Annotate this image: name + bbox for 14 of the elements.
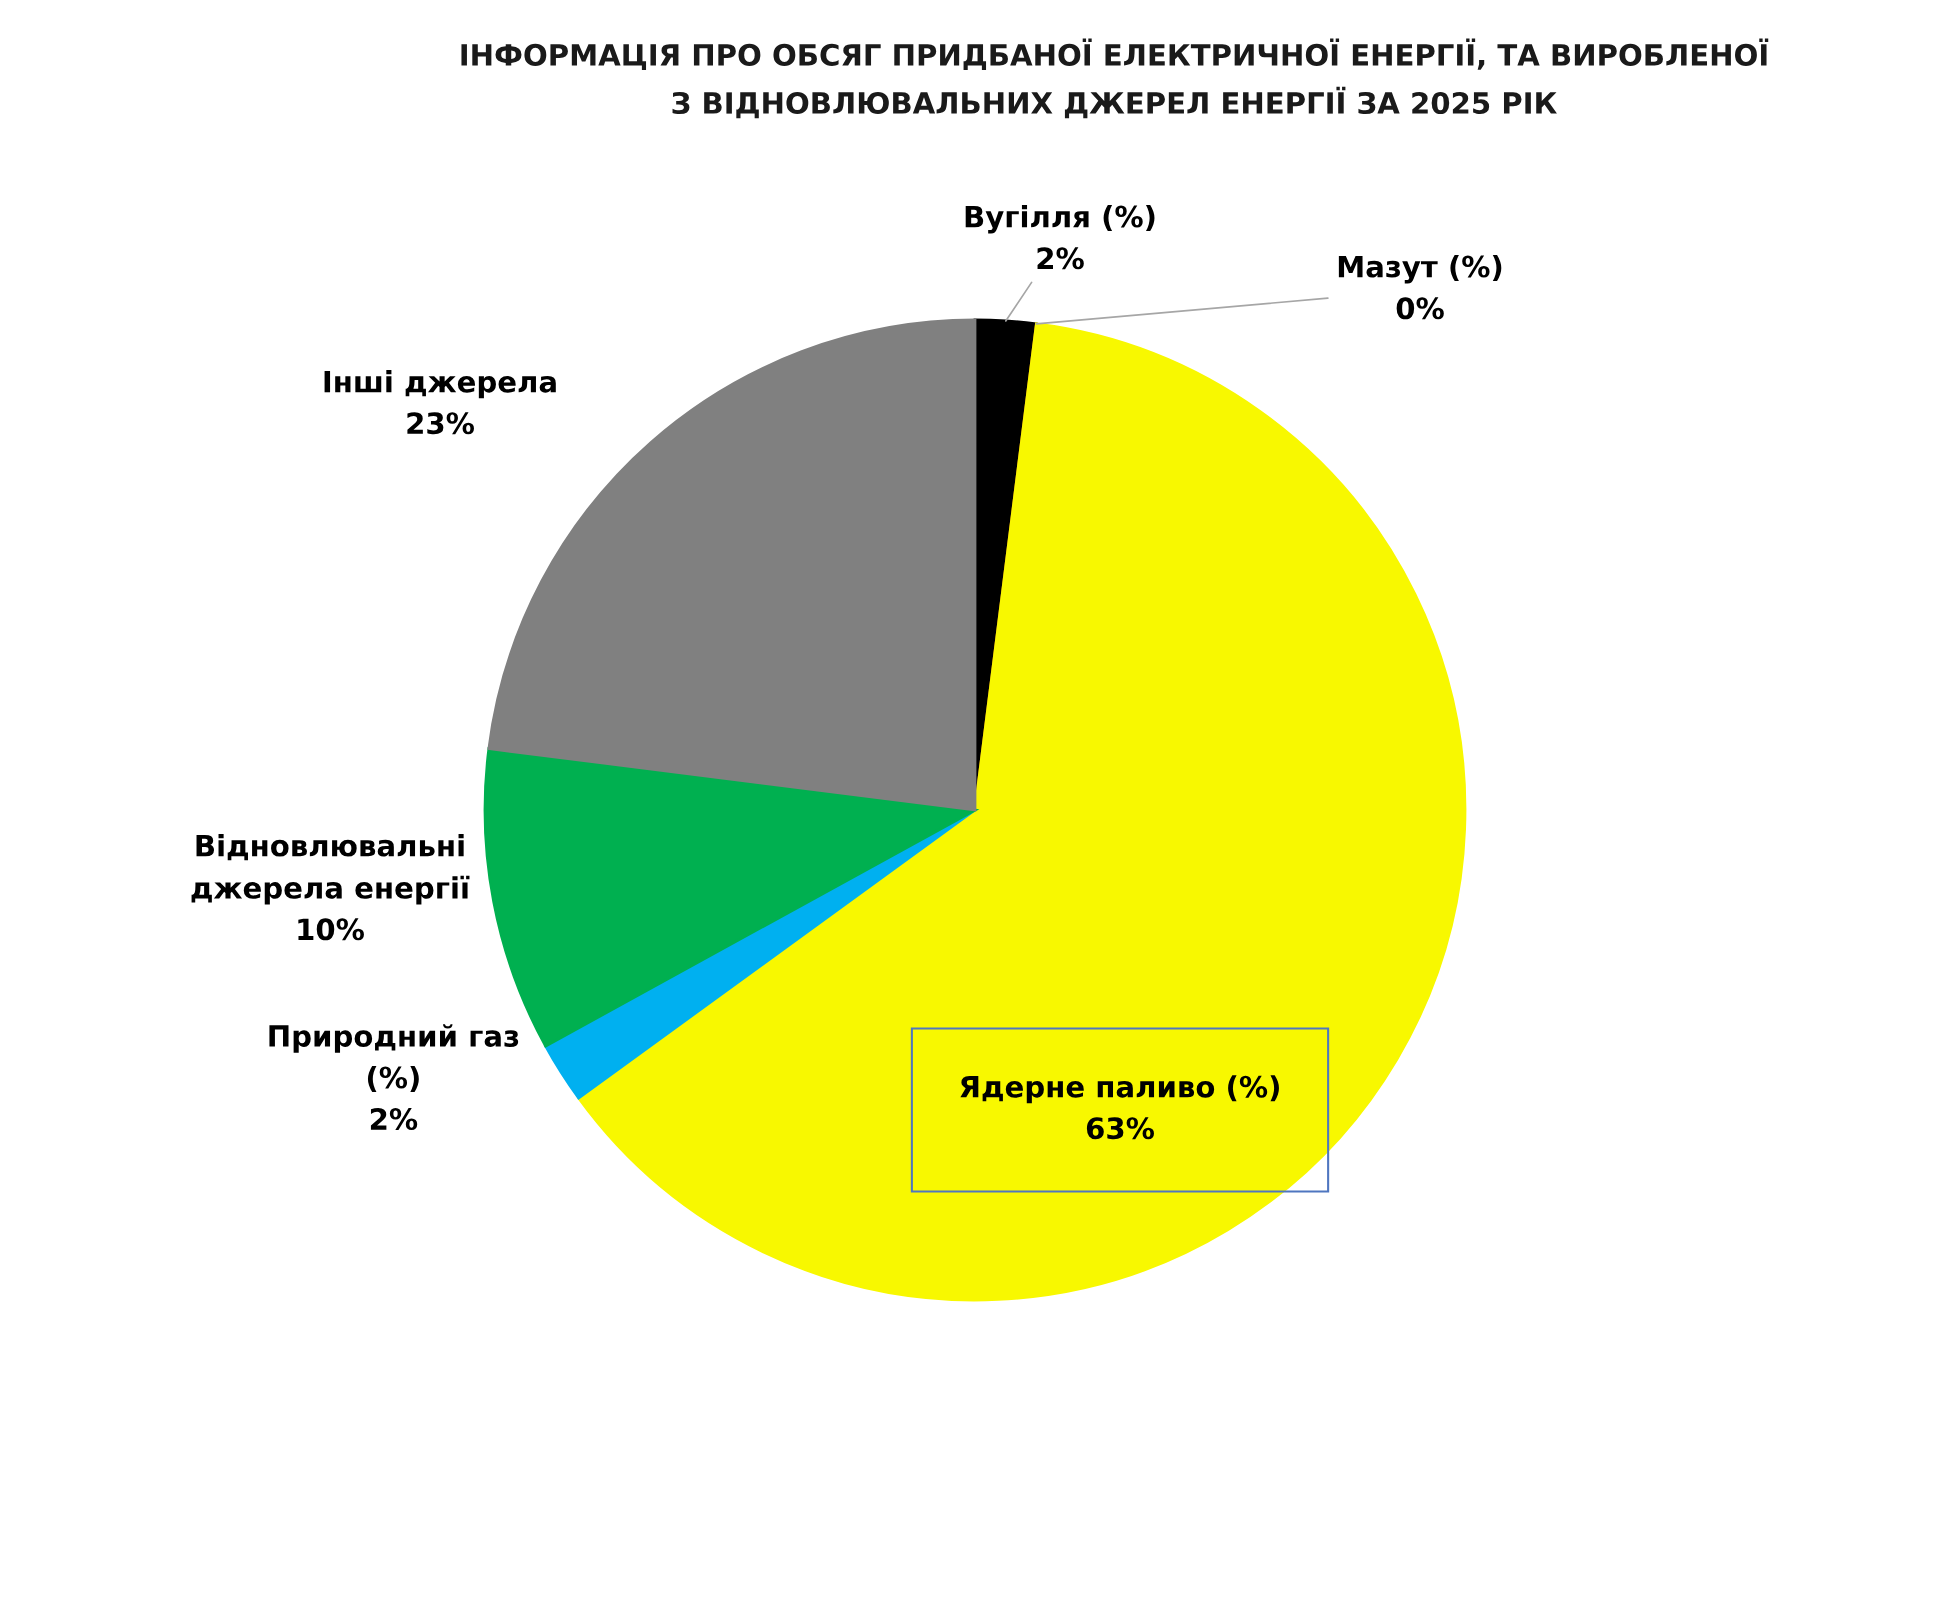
- data-label: 2%: [370, 1107, 418, 1131]
- slice-label: Вугілля (%): [965, 205, 1155, 234]
- slice-label: Відновлювальні джерела енергії: [191, 834, 470, 905]
- text: 0%: [1396, 297, 1444, 320]
- slice-label: Ядерне паливо (%): [960, 1075, 1279, 1104]
- slice-label: Інші джерела: [324, 370, 556, 399]
- data-label: 10%: [298, 918, 364, 941]
- chart-title: ІНФОРМАЦІЯ ПРО ОБСЯГ ПРИДБАНОЇ ЕЛЕКТРИЧНОЇ ЕНЕРГІЇ, ТА ВИРОБЛЕНОЇ З ВІДНОВЛЮВАЛЬНИХ ДЖЕРЕЛ ЕНЕРГІЇ ЗА 2025 РІК: [461, 38, 1769, 119]
- data-label: 63%: [1086, 1117, 1154, 1140]
- slice-label: Природний газ (%): [269, 1024, 519, 1092]
- pie-slice: [577, 322, 1467, 1302]
- data-label: 2%: [1037, 247, 1084, 270]
- data-label: 23%: [407, 412, 474, 435]
- category-label: Мазут (%): [1338, 255, 1502, 284]
